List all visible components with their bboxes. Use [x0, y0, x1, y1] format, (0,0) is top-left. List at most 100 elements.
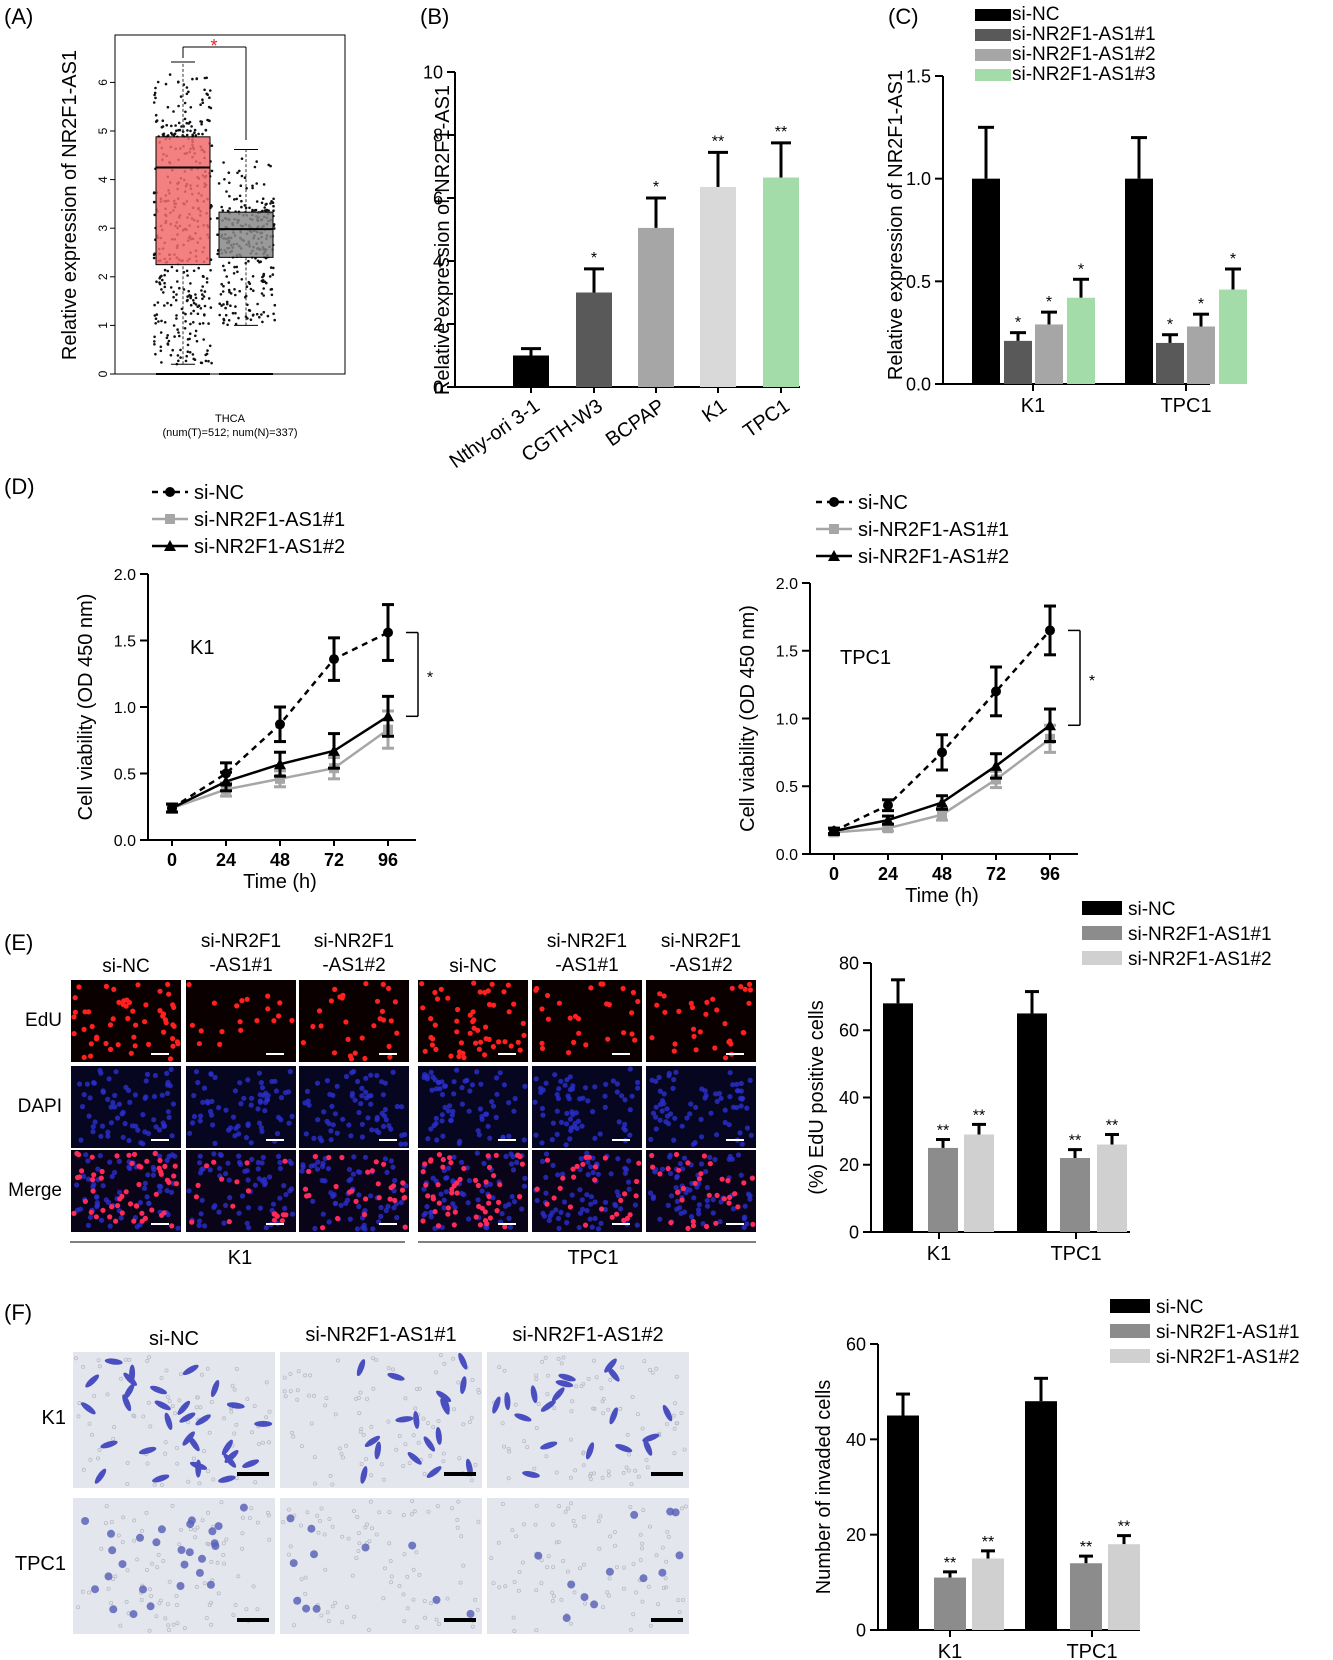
scatter-point [238, 194, 242, 198]
membrane-pore [224, 1537, 229, 1542]
edu-dot [632, 1037, 638, 1043]
membrane-pore [174, 1603, 179, 1608]
invaded-cell [558, 1373, 576, 1382]
edu-dot [149, 1207, 155, 1213]
y-tick-label: 80 [839, 953, 859, 973]
scatter-point [262, 310, 266, 314]
nucleus-dot [710, 1197, 716, 1203]
y-tick-label: 1.0 [776, 711, 798, 728]
nucleus-dot [134, 1224, 140, 1230]
scatter-point [202, 275, 205, 279]
nucleus-dot [622, 1127, 629, 1133]
nucleus-dot [734, 1081, 740, 1087]
edu-dot [402, 1224, 408, 1230]
nucleus-dot [349, 1070, 355, 1076]
scatter-point [235, 265, 239, 269]
nucleus-dot [702, 1095, 708, 1101]
nucleus-dot [614, 1089, 620, 1095]
edu-dot [599, 1206, 605, 1212]
legend-label: si-NR2F1-AS1#1 [1012, 24, 1156, 45]
nucleus-dot [216, 1209, 222, 1215]
nucleus-dot [627, 1107, 633, 1113]
membrane-pore [159, 1376, 164, 1381]
membrane-pore [422, 1615, 427, 1620]
nucleus-dot [442, 1083, 448, 1089]
scatter-point [187, 122, 191, 125]
column-label: -AS1#1 [555, 955, 618, 976]
scatter-point [269, 202, 272, 205]
membrane-pore [413, 1406, 418, 1411]
membrane-pore [371, 1386, 376, 1391]
invaded-cell [585, 1442, 595, 1460]
membrane-pore [266, 1440, 271, 1445]
scatter-point [159, 349, 163, 353]
x-tick-label: 0 [829, 864, 839, 884]
edu-dot [448, 1053, 454, 1059]
scatter-point [165, 123, 168, 127]
nucleus-dot [569, 1192, 575, 1198]
micrograph-background [646, 980, 756, 1062]
membrane-pore [282, 1389, 287, 1394]
nucleus-dot [319, 1138, 325, 1144]
membrane-pore [522, 1439, 527, 1444]
membrane-pore [333, 1600, 338, 1605]
membrane-pore [605, 1590, 610, 1595]
invaded-cell [186, 1520, 195, 1529]
nucleus-dot [320, 1211, 326, 1217]
membrane-pore [303, 1591, 308, 1596]
scatter-point [209, 269, 212, 272]
membrane-pore [251, 1584, 256, 1589]
edu-dot [721, 1196, 728, 1202]
scatter-point [240, 205, 243, 209]
y-tick-label: 0 [856, 1620, 866, 1640]
membrane-pore [545, 1565, 550, 1570]
nucleus-dot [168, 1189, 175, 1195]
scatter-point [203, 313, 206, 317]
nucleus-dot [259, 1128, 265, 1135]
nucleus-dot [615, 1156, 621, 1162]
legend-label: si-NR2F1-AS1#1 [1128, 924, 1272, 945]
invaded-cell [604, 1358, 617, 1373]
edu-dot [722, 1055, 729, 1061]
edu-dot [387, 1196, 393, 1202]
nucleus-dot [262, 1108, 268, 1114]
nucleus-dot [343, 1073, 350, 1080]
scatter-point [156, 80, 160, 84]
edu-dot [387, 1054, 393, 1060]
scatter-point [194, 329, 198, 333]
edu-dot [277, 1000, 283, 1006]
membrane-pore [588, 1477, 593, 1482]
scatter-point [163, 304, 166, 307]
data-point [936, 796, 948, 808]
membrane-pore [299, 1577, 304, 1582]
nucleus-dot [674, 1198, 681, 1204]
nucleus-dot [274, 1131, 281, 1137]
y-tick-label: 2 [96, 273, 110, 280]
scatter-point [272, 312, 275, 316]
membrane-pore [552, 1406, 557, 1411]
y-tick-label: 0.0 [906, 374, 931, 394]
edu-dot [377, 1016, 383, 1022]
edu-dot [539, 1006, 545, 1012]
membrane-pore [90, 1432, 95, 1437]
membrane-pore [621, 1565, 626, 1570]
edu-dot [491, 1173, 497, 1179]
nucleus-dot [338, 1202, 344, 1208]
edu-dot [123, 1003, 129, 1009]
edu-dot [742, 986, 748, 992]
scatter-point [154, 86, 157, 90]
membrane-pore [170, 1404, 175, 1409]
nucleus-dot [442, 1104, 448, 1110]
plot-frame [114, 34, 346, 375]
y-axis-title: Cell viability (OD 450 nm) [75, 594, 97, 821]
membrane-pore [461, 1563, 466, 1568]
scatter-point [153, 340, 156, 343]
membrane-pore [410, 1499, 415, 1504]
legend-marker [165, 487, 175, 497]
edu-dot [71, 1210, 77, 1216]
membrane-pore [172, 1411, 177, 1416]
legend-swatch [975, 49, 1011, 61]
nucleus-dot [119, 1111, 125, 1117]
micrograph-background [71, 1066, 181, 1148]
edu-dot [146, 1041, 152, 1047]
